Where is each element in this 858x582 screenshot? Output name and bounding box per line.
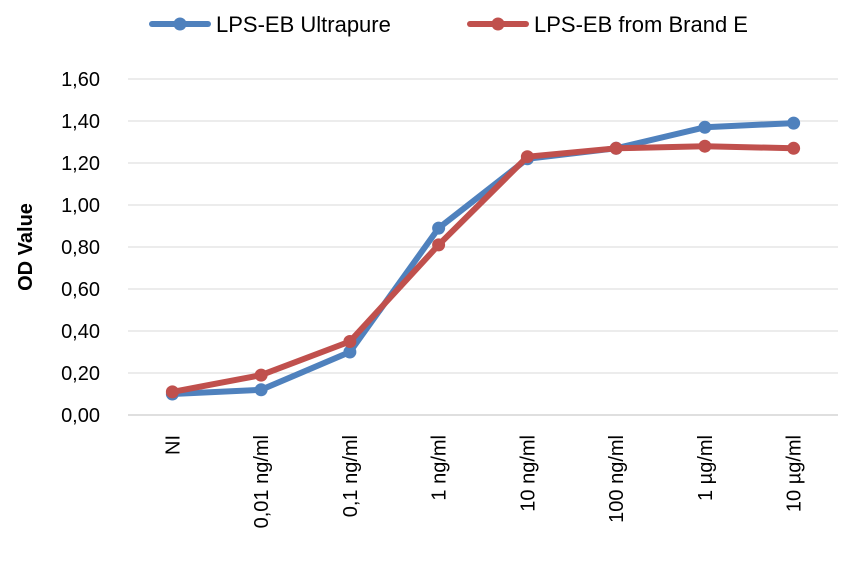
data-point [254,383,268,397]
series-1 [165,116,801,401]
y-tick-label: 0,20 [61,363,100,385]
x-tick-labels: NI 0,01 ng/ml 0,1 ng/ml 1 ng/ml 10 ng/ml 100 … [162,435,805,528]
y-axis-title: OD Value [15,203,37,291]
legend-swatch-marker [491,17,505,31]
y-tick-label: 1,40 [61,111,100,133]
y-tick-label: 0,00 [61,405,100,427]
x-tick-label: 10 µg/ml [784,435,806,512]
y-tick-label: 1,60 [61,69,100,91]
y-tick-labels: 0,00 0,20 0,40 0,60 0,80 1,00 1,20 1,40 1,60 [61,69,100,427]
x-tick-label: 1 µg/ml [695,435,717,501]
x-tick-label: 0,1 ng/ml [340,435,362,517]
series-line [169,143,797,395]
data-point [609,141,623,155]
data-point [787,141,801,155]
legend-item: LPS-EB from Brand E [467,12,748,37]
legend-item: LPS-EB Ultrapure [149,12,391,37]
y-tick-label: 0,40 [61,321,100,343]
data-point [343,345,357,359]
data-point [698,120,712,134]
series-line [169,120,797,397]
x-tick-label: 1 ng/ml [429,435,451,501]
legend: LPS-EB Ultrapure LPS-EB from Brand E [149,12,748,37]
data-point [165,385,179,399]
x-tick-label: 100 ng/ml [606,435,628,523]
data-point [698,139,712,153]
data-point [432,238,446,252]
y-tick-label: 1,00 [61,195,100,217]
y-tick-label: 0,80 [61,237,100,259]
legend-swatch-marker [173,17,187,31]
series-group [165,116,801,401]
legend-label: LPS-EB from Brand E [534,12,748,37]
data-point [254,368,268,382]
x-tick-label: NI [162,435,184,455]
gridlines [128,78,838,416]
y-tick-label: 0,60 [61,279,100,301]
x-tick-label: 0,01 ng/ml [251,435,273,528]
x-tick-label: 10 ng/ml [517,435,539,512]
data-point [343,335,357,348]
data-point [520,150,534,164]
y-tick-label: 1,20 [61,153,100,175]
data-point [432,221,446,235]
series-2 [165,139,801,399]
legend-label: LPS-EB Ultrapure [216,12,391,37]
data-point [787,116,801,130]
